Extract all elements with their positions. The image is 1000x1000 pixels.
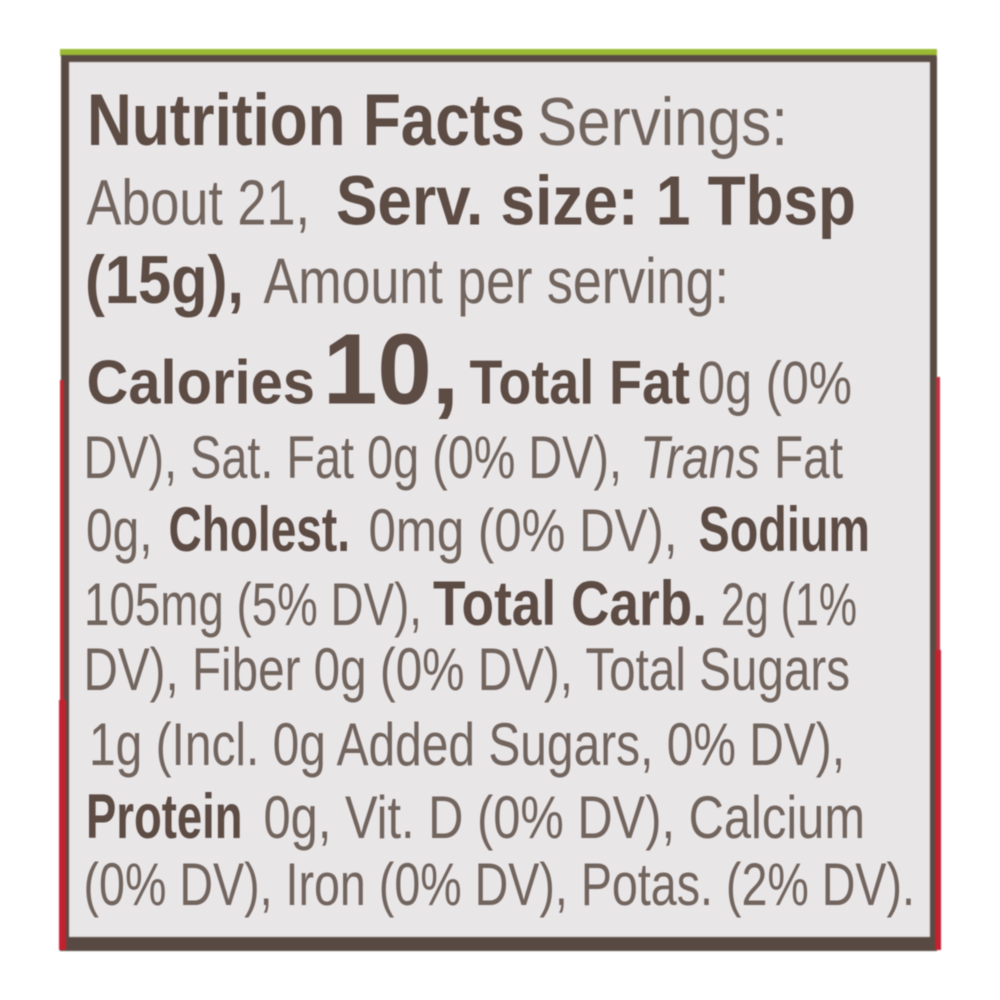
svg-text:105mg (5% DV),: 105mg (5% DV), — [84, 571, 422, 638]
svg-text:Fat: Fat — [774, 424, 843, 491]
svg-text:Sodium: Sodium — [699, 495, 871, 565]
svg-text:Servings:: Servings: — [537, 84, 788, 160]
svg-text:Trans: Trans — [640, 424, 760, 491]
svg-text:0g, Vit. D (0% DV), Calcium: 0g, Vit. D (0% DV), Calcium — [264, 784, 866, 851]
svg-text:Total Carb.: Total Carb. — [433, 569, 707, 639]
svg-text:1g (Incl. 0g Added Sugars, 0%: 1g (Incl. 0g Added Sugars, 0% DV), — [89, 711, 845, 778]
svg-text:DV), Sat. Fat 0g (0% DV),: DV), Sat. Fat 0g (0% DV), — [84, 424, 623, 491]
svg-text:Calories: Calories — [87, 349, 316, 418]
svg-text:Protein: Protein — [86, 782, 243, 852]
svg-text:Nutrition Facts: Nutrition Facts — [87, 80, 525, 161]
svg-text:Serv. size: 1 Tbsp: Serv. size: 1 Tbsp — [336, 162, 856, 240]
svg-text:(15g),: (15g), — [85, 242, 244, 318]
svg-text:About 21,: About 21, — [87, 167, 311, 239]
svg-text:0g (0%: 0g (0% — [698, 350, 852, 417]
svg-text:Amount per serving:: Amount per serving: — [264, 245, 730, 317]
svg-text:0mg (0% DV),: 0mg (0% DV), — [369, 497, 678, 564]
svg-text:Total Fat: Total Fat — [470, 349, 691, 418]
svg-text:10,: 10, — [323, 314, 459, 426]
svg-text:2g (1%: 2g (1% — [721, 571, 857, 638]
svg-text:(0% DV), Iron (0% DV), Potas.: (0% DV), Iron (0% DV), Potas. (2% DV). — [84, 851, 916, 918]
svg-text:DV), Fiber 0g (0% DV), Total S: DV), Fiber 0g (0% DV), Total Sugars — [84, 636, 851, 703]
svg-text:Cholest.: Cholest. — [169, 495, 351, 565]
svg-text:0g,: 0g, — [86, 497, 153, 564]
